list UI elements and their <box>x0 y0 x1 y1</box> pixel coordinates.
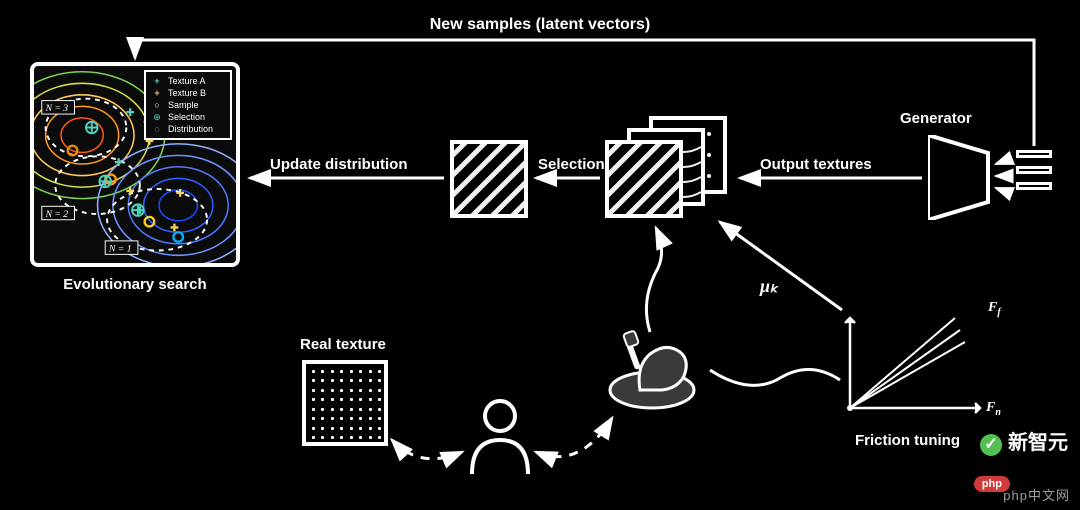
friction-plot <box>840 308 990 428</box>
output-texture-card-3 <box>605 140 683 218</box>
label-friction-tuning: Friction tuning <box>855 432 960 449</box>
label-selection: Selection <box>538 156 605 173</box>
legend-item: Texture A <box>168 75 206 87</box>
mid-texture-card <box>450 140 528 218</box>
evo-legend: +Texture A +Texture B ○Sample ⊕Selection… <box>144 70 232 140</box>
label-F-f: Ff <box>988 300 1001 318</box>
user-icon <box>472 401 528 474</box>
svg-text:N = 3: N = 3 <box>45 103 69 114</box>
legend-item: Texture B <box>168 87 206 99</box>
label-real-texture: Real texture <box>300 336 386 353</box>
latent-bars <box>1016 150 1052 198</box>
label-new-samples: New samples (latent vectors) <box>0 16 1080 34</box>
label-evolutionary-search: Evolutionary search <box>30 276 240 293</box>
label-generator: Generator <box>900 110 972 127</box>
latent-bar <box>1016 166 1052 174</box>
latent-bar <box>1016 182 1052 190</box>
svg-text:N = 2: N = 2 <box>45 209 69 220</box>
watermark-xinzhiyuan: ✓新智元 <box>980 426 1068 456</box>
texture-stack <box>605 140 710 220</box>
watermark-phpcn: php中文网 <box>1003 485 1070 504</box>
probe-icon <box>610 330 694 408</box>
label-F-n: Fn <box>986 400 1001 418</box>
generator-body <box>928 135 1008 225</box>
legend-item: Distribution <box>168 123 213 135</box>
legend-item: Sample <box>168 99 199 111</box>
svg-text:N = 1: N = 1 <box>108 243 131 254</box>
label-mu-k: μₖ <box>760 276 778 297</box>
legend-item: Selection <box>168 111 205 123</box>
real-texture-card <box>302 360 388 446</box>
label-output-textures: Output textures <box>760 156 872 173</box>
latent-bar <box>1016 150 1052 158</box>
label-update-distribution: Update distribution <box>270 156 408 173</box>
